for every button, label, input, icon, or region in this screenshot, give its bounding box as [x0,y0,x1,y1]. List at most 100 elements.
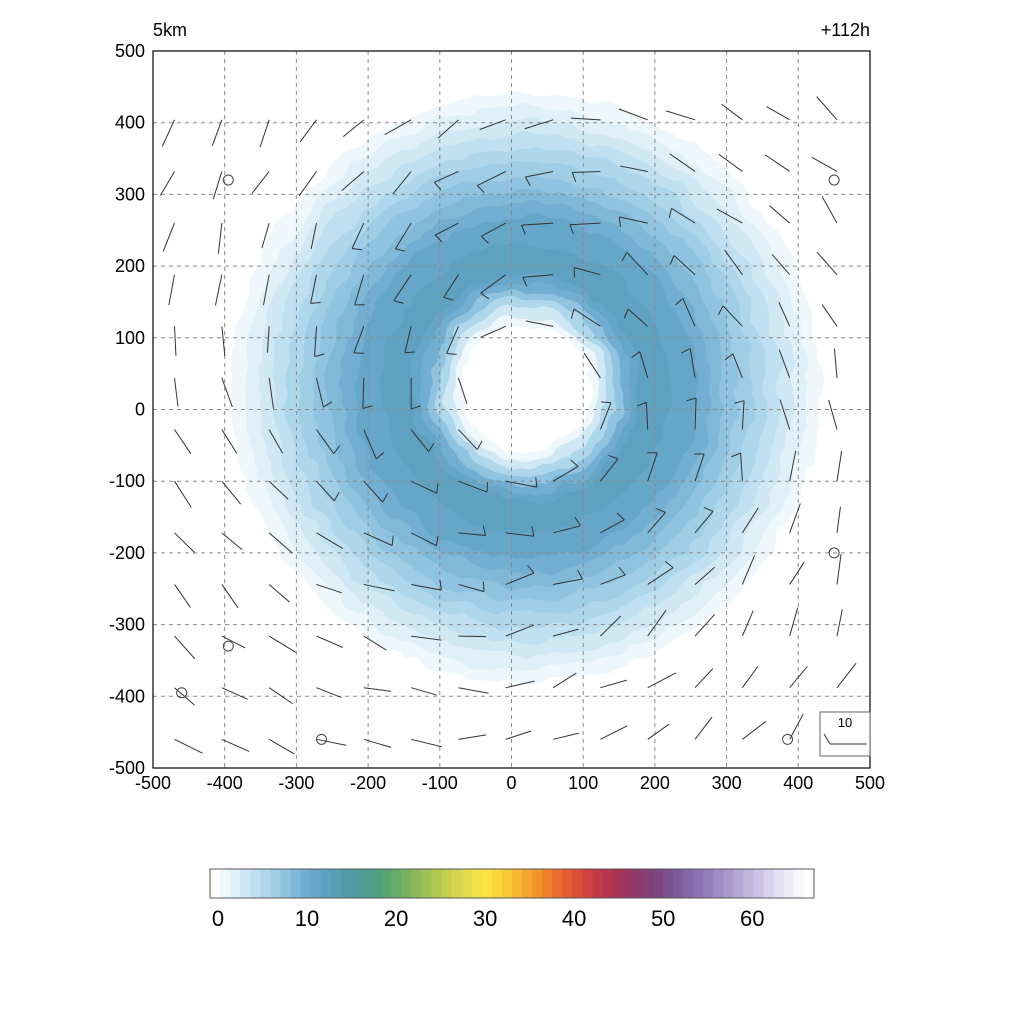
wind-barb-feather [623,308,629,319]
calm-circle [222,174,234,186]
wind-barb-feather [724,353,734,361]
wind-barb [741,666,759,688]
y-tick-label: -100 [109,471,145,491]
colorbar-frame [209,868,815,899]
y-tick-label: 0 [135,400,145,420]
wind-barb [268,687,293,705]
wind-barb [221,429,238,454]
wind-barb [458,687,489,694]
colorbar-swatch [421,869,433,898]
reference-barb-box: 10 [819,711,871,757]
wind-barb [600,519,625,534]
wind-barb [174,480,192,508]
colorbar-swatch [250,869,261,898]
wind-barb [836,609,843,637]
wind-barb [363,429,377,460]
wind-barb [404,326,412,353]
wind-barb [458,583,485,593]
plot-area: -500 -400 -300 -200 -100 0 100 200 300 400 500 500… [109,41,885,793]
panel-label-resolution: 5km [153,20,187,40]
wind-barb [174,377,179,407]
wind-barb [174,532,195,553]
colorbar-swatch [793,869,805,898]
calm-circle [176,687,188,699]
wind-barb [828,399,838,430]
colorbar-swatch [753,869,765,898]
wind-barb [342,119,365,138]
wind-barb [505,572,535,585]
colorbar-tick-label: 50 [651,906,675,931]
wind-barb-feather [393,300,404,304]
colorbar-swatch [290,869,302,898]
wind-barb [669,153,696,172]
wind-barb [694,566,716,585]
wind-barb [778,349,791,379]
wind-barb [261,222,270,249]
wind-barb-feather [522,277,528,287]
colorbar-swatch [320,869,332,898]
wind-barb [221,687,248,700]
wind-barb [392,171,412,195]
wind-barb [694,510,714,534]
colorbar-swatch [622,869,634,898]
wind-barb [443,274,459,298]
wind-barb [552,578,583,585]
wind-barb [458,480,488,493]
colorbar-swatch [300,869,312,898]
colorbar-swatch [562,869,573,898]
wind-barb [268,584,290,603]
wind-barb-feather [433,181,442,191]
wind-barb-feather [527,565,535,574]
wind-barb [789,666,808,689]
wind-barb [600,458,619,482]
y-axis-ticks: 500 400 300 200 100 0 -100 -200 -300 -400 -500 [109,41,145,778]
wind-barb [836,553,842,585]
wind-barb [694,613,716,637]
wind-barb [477,171,506,186]
wind-barb [268,532,293,554]
colorbar-swatches [210,869,815,898]
wind-barb [221,738,250,752]
wind-barb [647,723,670,740]
wind-barb [627,308,649,327]
colorbar-swatch [592,869,604,898]
reference-barb-label: 10 [838,715,852,730]
wind-barb [268,429,284,454]
wind-barb [411,738,442,748]
colorbar-swatch [713,869,724,898]
colorbar-swatch [381,869,392,898]
wind-barb [682,298,696,327]
colorbar-swatch [451,869,463,898]
x-tick-label: 100 [568,773,598,793]
wind-barb-feather [476,440,483,450]
y-tick-label: 300 [115,184,145,204]
wind-barb [411,583,442,591]
colorbar-swatch [501,869,513,898]
wind-barb-feather [446,352,457,355]
wind-barb [394,222,412,250]
wind-barb [212,171,223,200]
colorbar-swatch [763,869,775,898]
wind-barb-feather [608,454,619,460]
colorbar: 0 10 20 30 40 50 60 [209,868,815,931]
wind-barb-feather [668,208,672,219]
wind-barb [316,687,342,698]
wind-speed-field [217,79,835,697]
colorbar-swatch [602,869,614,898]
wind-barb [694,668,714,689]
x-tick-label: -200 [350,773,386,793]
wind-barb [505,532,534,537]
wind-barb [789,503,801,533]
x-tick-label: 0 [506,773,516,793]
wind-barb [159,171,175,196]
colorbar-swatch [642,869,654,898]
colorbar-swatch [340,869,352,898]
wind-barb [221,532,243,551]
wind-barb-feather [717,305,724,315]
colorbar-swatch [350,869,362,898]
x-axis-ticks: -500 -400 -300 -200 -100 0 100 200 300 400 500 [135,773,885,793]
wind-barb [174,584,191,608]
colorbar-tick-label: 0 [212,906,224,931]
colorbar-swatch [743,869,755,898]
wind-barb [410,532,437,547]
